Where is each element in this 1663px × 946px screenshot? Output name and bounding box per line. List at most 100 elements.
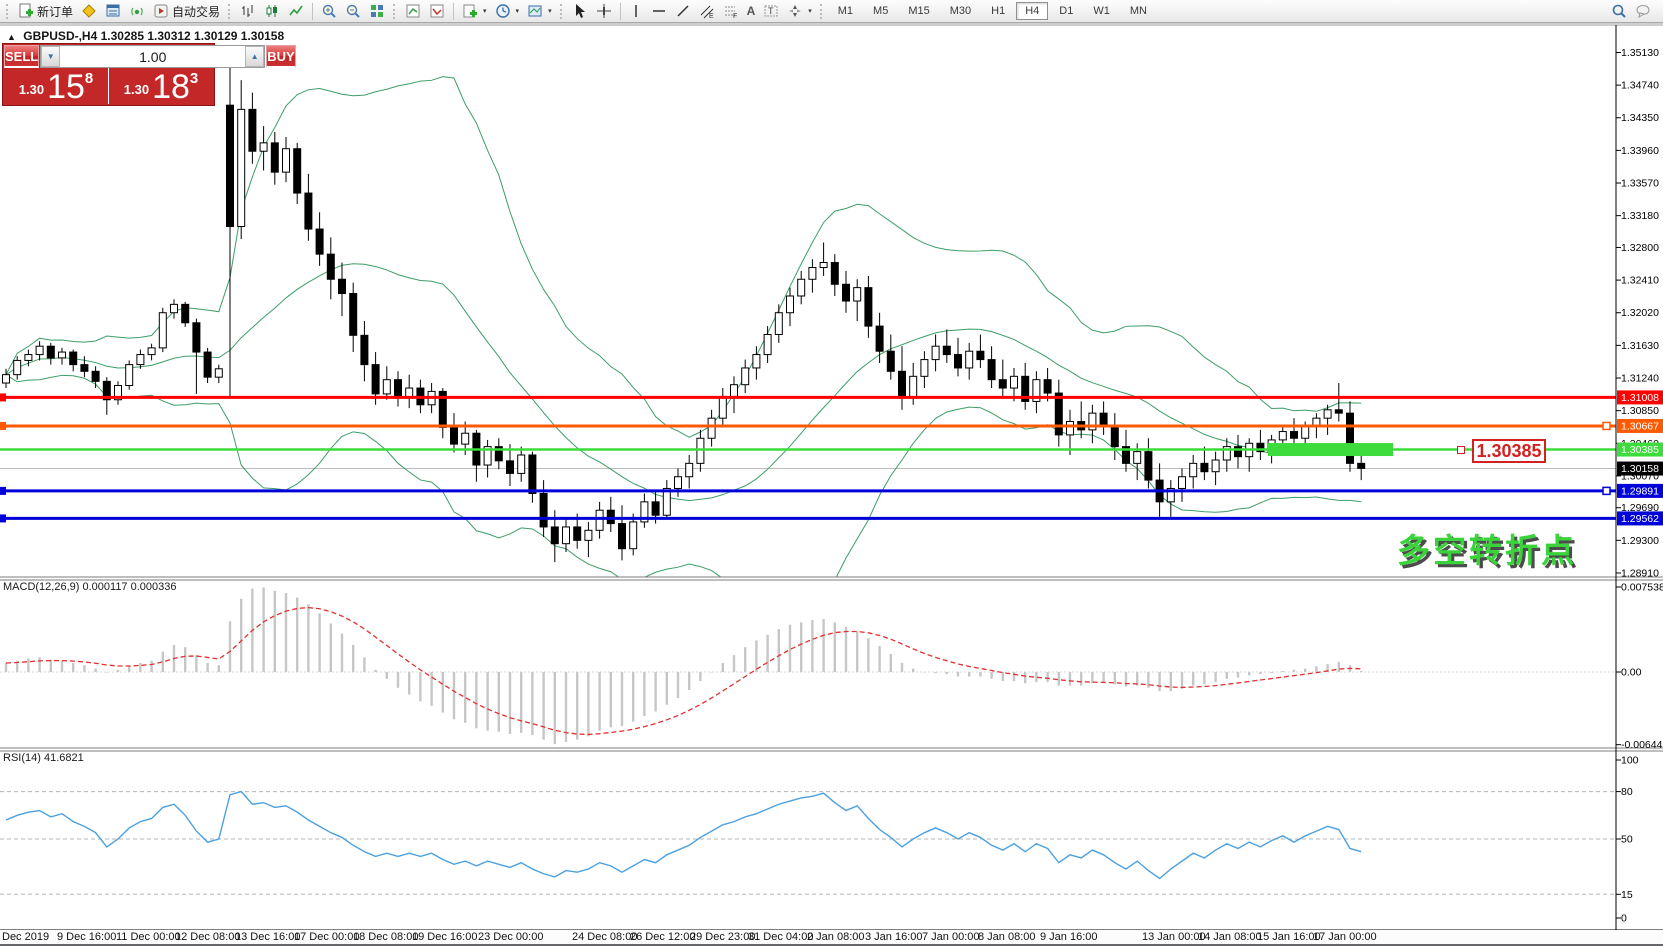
hline-left-handle[interactable]: [0, 421, 6, 430]
chart-symbol-period: GBPUSD-,H4: [23, 29, 98, 43]
horizontal-line-tool[interactable]: [647, 1, 671, 21]
bar-chart-mode-button[interactable]: [236, 1, 260, 21]
chart-profile-button[interactable]: [77, 1, 101, 21]
candle-body: [158, 312, 167, 349]
timeframe-h1[interactable]: H1: [991, 5, 1006, 17]
new-order-button[interactable]: 新订单: [14, 1, 77, 21]
one-click-trade-panel: SELL ▼ ▲ BUY 1.30 15 8 1.30 18 3: [2, 43, 296, 106]
time-axis[interactable]: Dec 2019 9 Dec 16:00 11 Dec 00:00 12 Dec 08…: [0, 930, 1663, 944]
timeframe-m1[interactable]: M1: [837, 5, 854, 17]
candle-body: [1301, 426, 1310, 439]
candle-body: [707, 417, 716, 439]
timeframe-h4[interactable]: H4: [1016, 2, 1049, 20]
candle-body: [1290, 431, 1298, 439]
channel-icon: E: [700, 5, 714, 19]
tile-windows-button[interactable]: [365, 1, 389, 21]
hline-zone[interactable]: [1268, 443, 1393, 457]
candle-body: [69, 351, 78, 366]
candle-body: [181, 303, 190, 324]
macd-bar: [1304, 668, 1307, 672]
hline-right-handle[interactable]: [1602, 421, 1611, 431]
add-indicator-button[interactable]: ▾: [458, 1, 491, 21]
candle-body: [114, 385, 122, 401]
hline-left-handle[interactable]: [0, 393, 6, 402]
candle-body: [965, 350, 974, 369]
macd-bar: [486, 672, 489, 731]
hline-right-handle[interactable]: [1602, 486, 1611, 496]
zoom-in-button[interactable]: [317, 1, 341, 21]
candle-chart-mode-button[interactable]: [260, 1, 284, 21]
callout-handle[interactable]: [1457, 446, 1465, 454]
macd-bar: [934, 672, 937, 674]
candle-body: [550, 526, 559, 545]
text-tool[interactable]: A: [743, 1, 760, 21]
timeframe-w1[interactable]: W1: [1093, 5, 1110, 17]
vertical-line-tool[interactable]: [625, 1, 647, 21]
zoom-out-button[interactable]: [341, 1, 365, 21]
indicator-window2-button[interactable]: [425, 1, 449, 21]
svg-text:0.00: 0.00: [1621, 667, 1642, 679]
macd-bar: [598, 672, 601, 731]
macd-bar: [363, 657, 366, 672]
timeframe-d1[interactable]: D1: [1059, 5, 1074, 17]
template-button[interactable]: ▾: [523, 1, 556, 21]
macd-bar: [979, 672, 982, 677]
macd-bar: [710, 672, 713, 673]
market-watch-icon: [106, 4, 120, 17]
candle-body: [1256, 442, 1265, 453]
svg-text:1.31008: 1.31008: [1621, 392, 1659, 404]
chat-icon[interactable]: [1635, 3, 1653, 19]
search-icon[interactable]: [1611, 3, 1627, 19]
macd-bar: [643, 672, 646, 716]
hline-left-handle[interactable]: [0, 486, 6, 495]
svg-text:1.32410: 1.32410: [1621, 275, 1659, 287]
candle-body: [35, 345, 44, 356]
text-label-tool[interactable]: T: [759, 1, 783, 21]
hline-left-handle[interactable]: [0, 514, 6, 523]
candle-body: [192, 322, 201, 353]
price-callout-box[interactable]: 1.30385: [1472, 439, 1546, 463]
timeframe-mn[interactable]: MN: [1129, 5, 1147, 17]
dropdown-caret-icon: ▾: [808, 8, 812, 15]
equidistant-channel-tool[interactable]: E: [695, 1, 719, 21]
candle-body: [774, 312, 783, 335]
cursor-tool-button[interactable]: [568, 1, 592, 21]
candle-body: [214, 368, 223, 378]
timeframe-m5[interactable]: M5: [873, 5, 889, 17]
autotrade-button[interactable]: 自动交易: [149, 1, 224, 21]
price-axis[interactable]: 1.35130 1.34740 1.34350 1.33960 1.33570 1.331…: [1616, 47, 1659, 580]
macd-bar: [1180, 672, 1184, 689]
volume-down-button[interactable]: ▼: [41, 46, 61, 67]
macd-bar: [408, 672, 411, 695]
time-label: 11 Dec 00:00: [116, 931, 181, 943]
sell-price-prefix: 1.30: [18, 82, 45, 97]
tile-windows-icon: [371, 5, 384, 17]
crosshair-tool-button[interactable]: [592, 1, 616, 21]
time-label: 9 Dec 16:00: [57, 931, 117, 943]
macd-bar: [296, 597, 299, 672]
svg-text:1.33180: 1.33180: [1621, 210, 1659, 222]
fibonacci-tool[interactable]: F: [719, 1, 743, 21]
market-watch-button[interactable]: [101, 1, 125, 21]
strategy-signal-button[interactable]: [125, 1, 149, 21]
line-chart-mode-button[interactable]: [284, 1, 308, 21]
chart-text-annotation[interactable]: 多空转折点: [1397, 532, 1577, 569]
hline-price-tag: [1617, 442, 1663, 457]
svg-text:E: E: [709, 13, 714, 19]
crosshair-icon: [596, 4, 611, 18]
volume-input[interactable]: [60, 46, 246, 67]
periods-button[interactable]: ▾: [491, 1, 524, 21]
indicator-window-button[interactable]: [401, 1, 425, 21]
macd-bar: [956, 672, 960, 677]
buy-button[interactable]: BUY: [266, 45, 296, 68]
volume-up-button[interactable]: ▲: [245, 46, 265, 67]
arrows-tool[interactable]: ▾: [783, 1, 816, 21]
timeframe-m30[interactable]: M30: [949, 5, 972, 17]
macd-bar: [777, 629, 780, 672]
macd-bar: [632, 672, 635, 722]
sell-button[interactable]: SELL: [4, 45, 40, 68]
timeframe-m15[interactable]: M15: [908, 5, 930, 17]
trendline-tool[interactable]: [671, 1, 695, 21]
candle-body: [237, 108, 246, 228]
